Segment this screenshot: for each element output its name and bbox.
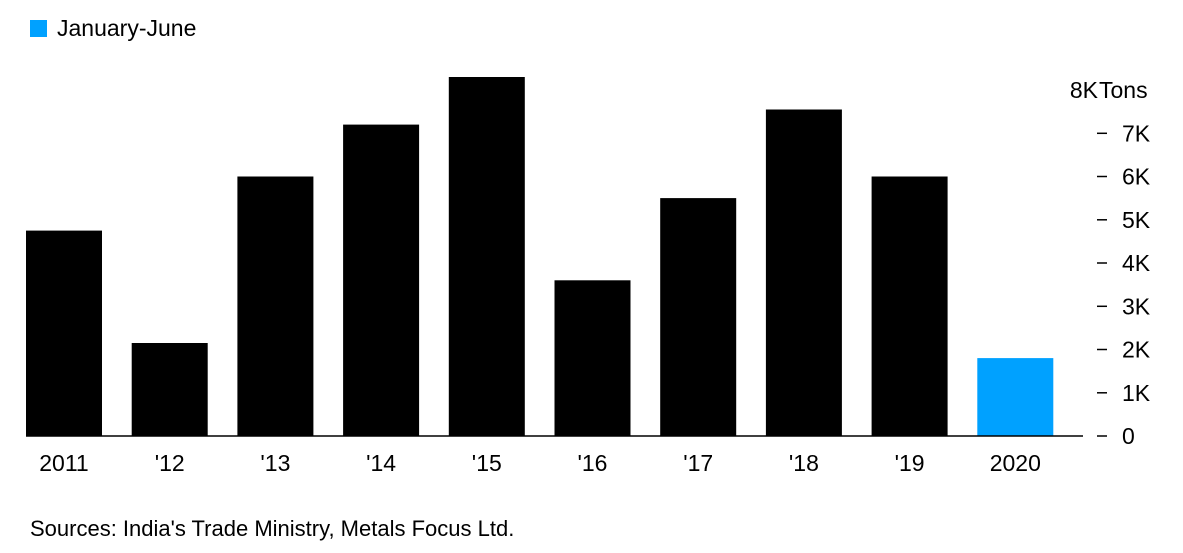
x-tick-label: '17 [683, 450, 713, 476]
y-tick-label: 1K [1122, 380, 1151, 406]
x-tick-labels: 2011 '12 '13 '14 '15 '16 '17 '18 '19 2020 [39, 450, 1041, 476]
x-tick-label: 2011 [39, 450, 88, 476]
y-tick-label: 3K [1122, 293, 1151, 319]
x-tick-label: '18 [789, 450, 819, 476]
y-tick-label: 8K [1070, 77, 1099, 103]
bar [871, 176, 948, 436]
y-tick-label: 7K [1122, 120, 1151, 146]
bar-chart: 2011 '12 '13 '14 '15 '16 '17 '18 '19 2020 0 1K 2K 3K… [26, 77, 1151, 476]
x-tick-label: 2020 [990, 450, 1041, 476]
bar [554, 280, 631, 436]
y-tick-label: 2K [1122, 337, 1151, 363]
y-tick-label: 4K [1122, 250, 1151, 276]
bar [448, 77, 525, 436]
legend: January-June [30, 14, 196, 42]
source-note: Sources: India's Trade Ministry, Metals … [30, 516, 515, 541]
bar [26, 230, 102, 436]
y-tick-label: 0 [1122, 423, 1135, 449]
legend-label: January-June [57, 15, 197, 41]
bar [237, 176, 314, 436]
x-tick-label: '14 [366, 450, 396, 476]
legend-swatch [30, 19, 47, 37]
x-tick-label: '15 [472, 450, 502, 476]
x-tick-label: '16 [578, 450, 608, 476]
x-tick-label: '12 [155, 450, 185, 476]
y-tick-label: 6K [1122, 164, 1151, 190]
bar [343, 124, 420, 436]
y-axis-unit-label: Tons [1099, 77, 1148, 103]
bar [977, 358, 1054, 436]
x-tick-label: '13 [260, 450, 290, 476]
bar [660, 198, 737, 436]
bars-group [26, 77, 1054, 436]
bar [765, 109, 842, 436]
x-tick-label: '19 [895, 450, 925, 476]
y-axis: 0 1K 2K 3K 4K 5K 6K 7K 8K Tons [1070, 77, 1151, 449]
y-tick-label: 5K [1122, 207, 1151, 233]
bar [131, 343, 208, 436]
